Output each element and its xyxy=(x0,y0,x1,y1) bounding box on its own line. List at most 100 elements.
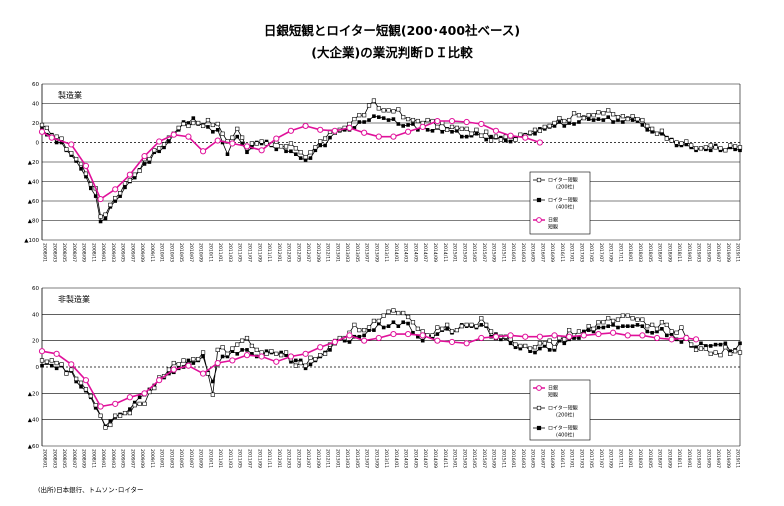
point-reuters200 xyxy=(449,329,455,334)
point-reuters400 xyxy=(162,145,166,150)
x-tick-label: 2008/05 xyxy=(61,449,67,468)
x-tick-label: 2018/01 xyxy=(627,449,633,468)
point-reuters400 xyxy=(313,148,318,153)
point-reuters200 xyxy=(723,345,728,350)
y-tick-label: 0 xyxy=(36,141,40,147)
x-tick-label: 2009/11 xyxy=(149,243,155,262)
point-tankan xyxy=(478,120,485,128)
point-reuters400 xyxy=(79,167,83,171)
point-reuters200 xyxy=(659,128,665,133)
point-tankan xyxy=(243,143,251,150)
x-tick-label: 2019/09 xyxy=(725,243,731,262)
point-reuters400 xyxy=(386,118,391,122)
point-reuters400 xyxy=(503,138,508,143)
point-reuters200 xyxy=(469,131,474,136)
point-reuters400 xyxy=(186,121,191,125)
point-reuters200 xyxy=(620,114,625,119)
point-reuters200 xyxy=(39,122,45,128)
x-tick-label: 2008/03 xyxy=(51,243,57,262)
x-tick-label: 2013/01 xyxy=(334,449,340,468)
point-tankan xyxy=(287,353,295,360)
point-reuters400 xyxy=(611,120,615,124)
point-reuters200 xyxy=(313,357,318,362)
x-tick-label: 2018/07 xyxy=(657,449,663,468)
legend-marker-reuters400 xyxy=(536,197,542,203)
point-tankan xyxy=(48,134,55,141)
point-reuters200 xyxy=(737,350,743,355)
point-reuters200 xyxy=(610,318,616,324)
point-reuters200 xyxy=(161,142,167,147)
x-tick-label: 2016/07 xyxy=(539,449,545,468)
point-tankan xyxy=(536,333,543,340)
point-reuters400 xyxy=(645,128,650,132)
point-reuters400 xyxy=(132,175,137,180)
y-tick-label: ▲40 xyxy=(28,418,40,424)
point-reuters200 xyxy=(537,128,542,133)
point-reuters200 xyxy=(54,360,59,366)
point-tankan xyxy=(448,338,456,346)
legend-marker-tankan xyxy=(536,385,542,391)
point-reuters200 xyxy=(113,413,118,418)
point-reuters400 xyxy=(406,321,410,326)
point-reuters200 xyxy=(313,145,318,150)
point-reuters400 xyxy=(245,348,249,352)
point-reuters200 xyxy=(684,139,689,144)
x-tick-label: 2015/03 xyxy=(461,243,467,262)
point-reuters200 xyxy=(147,156,152,162)
legend-marker-reuters200 xyxy=(536,405,542,411)
point-tankan xyxy=(419,123,426,131)
point-reuters200 xyxy=(200,350,206,355)
point-reuters200 xyxy=(215,347,220,352)
series-line-reuters400 xyxy=(41,115,741,223)
point-reuters400 xyxy=(357,334,362,339)
point-reuters400 xyxy=(533,131,537,136)
point-reuters400 xyxy=(274,147,279,152)
point-reuters200 xyxy=(703,145,708,150)
y-tick-label: 60 xyxy=(32,82,39,88)
point-reuters400 xyxy=(367,328,371,332)
point-reuters200 xyxy=(298,360,303,366)
x-tick-label: 2015/11 xyxy=(500,243,506,262)
point-reuters400 xyxy=(284,149,288,154)
point-reuters400 xyxy=(123,185,127,190)
point-reuters400 xyxy=(157,149,161,154)
point-reuters400 xyxy=(362,120,366,124)
point-reuters200 xyxy=(718,353,723,358)
x-tick-label: 2012/09 xyxy=(315,243,321,262)
point-tankan xyxy=(185,133,192,140)
point-reuters200 xyxy=(630,114,635,119)
point-reuters200 xyxy=(469,322,474,327)
chart-subtitle: (大企業)の業況判断ＤＩ比較 xyxy=(311,45,473,60)
point-reuters200 xyxy=(415,118,420,124)
point-reuters200 xyxy=(557,116,562,121)
point-reuters200 xyxy=(737,145,743,150)
point-reuters400 xyxy=(240,141,244,146)
y-tick-label: 60 xyxy=(32,286,39,292)
x-tick-label: 2018/09 xyxy=(666,449,672,468)
x-tick-label: 2008/01 xyxy=(42,449,48,468)
point-reuters200 xyxy=(454,125,459,130)
x-tick-label: 2016/03 xyxy=(520,243,526,262)
point-reuters400 xyxy=(376,115,381,119)
point-reuters200 xyxy=(708,351,713,356)
x-tick-label: 2015/03 xyxy=(461,449,467,468)
point-tankan xyxy=(112,400,119,407)
point-reuters400 xyxy=(376,321,381,326)
point-reuters200 xyxy=(591,326,596,331)
x-tick-label: 2016/03 xyxy=(520,449,526,468)
point-reuters200 xyxy=(728,143,733,148)
x-tick-label: 2016/05 xyxy=(530,243,536,262)
point-tankan xyxy=(214,359,221,367)
point-reuters200 xyxy=(528,346,533,351)
x-tick-label: 2018/01 xyxy=(627,243,633,262)
point-reuters200 xyxy=(44,359,49,364)
point-reuters200 xyxy=(93,403,98,408)
point-reuters200 xyxy=(352,322,357,327)
point-reuters400 xyxy=(733,147,737,152)
point-reuters200 xyxy=(396,107,401,112)
point-reuters200 xyxy=(596,320,601,325)
point-reuters400 xyxy=(621,324,625,328)
x-tick-label: 2013/01 xyxy=(334,243,340,262)
point-tankan xyxy=(624,332,631,339)
point-reuters200 xyxy=(88,393,93,399)
